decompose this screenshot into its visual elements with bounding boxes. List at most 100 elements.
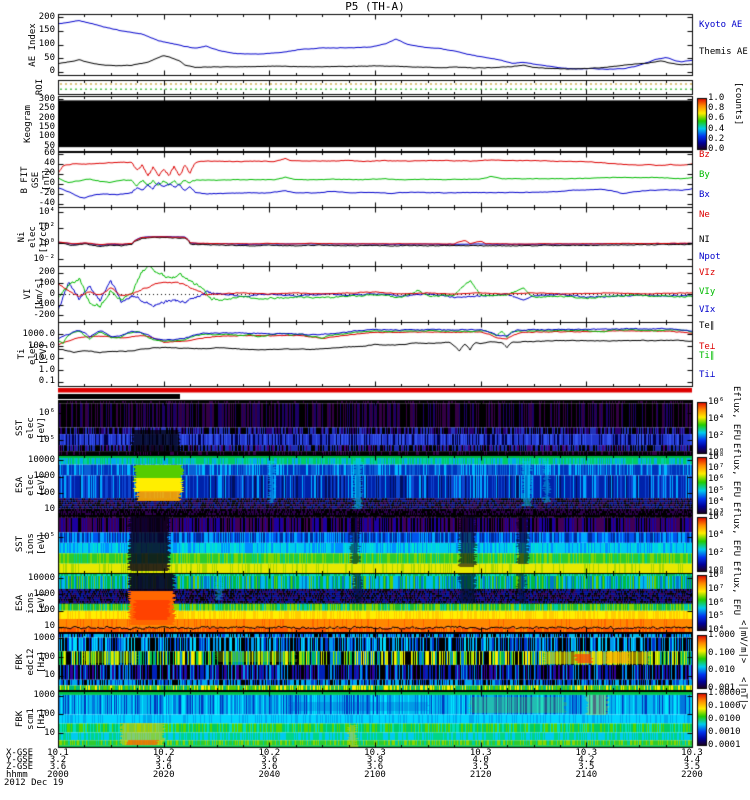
- x-tick-label-z_gse: 3.5: [472, 762, 489, 772]
- legend-ni: Npot: [699, 252, 721, 262]
- ytick-bfit: 0: [49, 178, 55, 189]
- ytick-temp: 1000.0: [22, 328, 55, 339]
- legend-temp: Te∥: [699, 321, 715, 331]
- colorbar-unit-sst_e: Eflux, EFU: [731, 385, 741, 440]
- x-tick-label-z_gse: 3.6: [49, 762, 67, 772]
- x-tick-label-y_gse: 3.4: [155, 755, 172, 765]
- colorbar-tick-esa_e: 10⁶: [708, 474, 725, 485]
- colorbar-tick-sst_e: 10⁶: [708, 397, 725, 407]
- axis-row-label: hhmm: [6, 770, 28, 780]
- ytick-vi: -100: [33, 299, 55, 310]
- axis-row-label: Y-GSE: [6, 755, 34, 765]
- x-tick-label-x_gse: 10.3: [364, 748, 386, 758]
- ytick-vi: 200: [38, 267, 55, 278]
- ytick-ni: 10⁰: [38, 237, 55, 248]
- ytick-ae: 100: [38, 39, 55, 49]
- ytick-esa_i: 10000: [27, 572, 55, 583]
- x-tick-label-z_gse: 3.5: [683, 762, 701, 772]
- colorbar-tick-fbk1: 0.100: [708, 647, 736, 658]
- ytick-ae: 200: [38, 11, 55, 22]
- legend-ni: Ne: [699, 210, 710, 220]
- legend-vi: VIx: [699, 305, 716, 315]
- ytick-esa_i: 1000: [33, 588, 55, 599]
- colorbar-tick-esa_i: 10⁸: [708, 570, 725, 580]
- x-tick-label-y_gse: 3.8: [366, 755, 384, 765]
- colorbar-tick-keogram: 0.6: [708, 113, 725, 124]
- x-tick-label-hhmm: 2140: [575, 770, 598, 780]
- ytick-ni: 10⁻²: [33, 253, 55, 264]
- ytick-esa_i: 10: [44, 621, 55, 632]
- colorbar-tick-esa_i: 10⁴: [708, 625, 725, 635]
- colorbar-unit-fbk1: <|mV/m|>: [738, 619, 748, 663]
- ytick-keogram: 100: [38, 131, 55, 142]
- x-tick-label-hhmm: 2200: [681, 770, 703, 780]
- legend-temp: Ti⊥: [699, 370, 716, 380]
- colorbar-tick-esa_e: 10⁸: [708, 452, 725, 462]
- colorbar-unit-sst_i: Eflux, EFU: [731, 502, 741, 557]
- legend-temp: Ti∥: [699, 351, 715, 361]
- colorbar-tick-fbk2: 0.1000: [708, 701, 741, 711]
- colorbar-tick-sst_e: 10²: [708, 431, 725, 441]
- ytick-sst_e: 10⁵: [38, 434, 55, 445]
- x-tick-label-hhmm: 2040: [258, 770, 281, 780]
- x-tick-label-x_gse: 10.3: [681, 748, 703, 758]
- colorbar-tick-esa_i: 10⁶: [708, 597, 725, 608]
- x-tick-label-x_gse: 10.2: [152, 748, 175, 758]
- ytick-bfit: -40: [38, 198, 55, 209]
- ytick-bfit: -20: [38, 188, 55, 199]
- colorbar-tick-keogram: 0.8: [708, 103, 725, 114]
- ytick-bfit: 40: [44, 158, 55, 169]
- ytick-fbk1: 10: [44, 670, 55, 681]
- colorbar-tick-esa_e: 10³: [708, 508, 725, 518]
- legend-vi: VIy: [699, 287, 716, 297]
- ytick-sst_i: 10⁵: [38, 531, 55, 542]
- colorbar-tick-esa_i: 10⁵: [708, 611, 725, 622]
- ytick-temp: 0.1: [38, 376, 55, 387]
- legend-vi: VIz: [699, 268, 716, 278]
- ytick-esa_e: 100: [38, 487, 55, 498]
- colorbar-tick-esa_e: 10⁵: [708, 485, 725, 496]
- axis-row-label: X-GSE: [6, 748, 34, 758]
- legend-ae: Kyoto AE: [699, 20, 743, 30]
- ytick-ae: 50: [44, 52, 55, 63]
- date-label: 2012 Dec 19: [4, 778, 64, 788]
- x-tick-label-y_gse: 3.2: [49, 755, 67, 765]
- ytick-fbk1: 100: [38, 651, 55, 662]
- ytick-ae: 150: [38, 25, 55, 36]
- colorbar-tick-keogram: 0.2: [708, 133, 725, 144]
- x-tick-label-z_gse: 3.6: [366, 762, 384, 772]
- ytick-esa_i: 100: [38, 605, 55, 616]
- colorbar-tick-fbk2: 0.0010: [708, 727, 741, 737]
- x-tick-label-hhmm: 2120: [469, 770, 492, 780]
- x-tick-label-hhmm: 2100: [364, 770, 386, 780]
- colorbar-tick-keogram: 0.0: [708, 144, 725, 154]
- ytick-keogram: 250: [38, 103, 55, 114]
- x-tick-label-y_gse: 4.2: [578, 755, 595, 765]
- legend-bfit: By: [699, 170, 710, 180]
- x-tick-label-x_gse: 10.3: [575, 748, 598, 758]
- ytick-esa_e: 10000: [27, 454, 55, 465]
- colorbar-tick-fbk1: 0.010: [708, 665, 736, 676]
- x-tick-label-hhmm: 2000: [47, 770, 69, 780]
- colorbar-tick-sst_e: 10⁴: [708, 414, 725, 424]
- ytick-keogram: 200: [38, 112, 55, 123]
- colorbar-tick-keogram: 0.4: [708, 123, 725, 134]
- ytick-ni: 10²: [38, 222, 55, 233]
- colorbar-tick-sst_i: 10²: [708, 548, 725, 558]
- ytick-keogram: 50: [44, 140, 55, 151]
- x-tick-label-y_gse: 3.6: [261, 755, 278, 765]
- ytick-esa_e: 1000: [33, 471, 55, 482]
- colorbar-tick-sst_i: 10⁴: [708, 530, 725, 540]
- ytick-fbk1: 1000: [33, 632, 55, 643]
- x-tick-label-z_gse: 3.5: [578, 762, 595, 772]
- x-tick-label-hhmm: 2020: [152, 770, 175, 780]
- colorbar-tick-fbk2: 0.0001: [708, 740, 741, 750]
- legend-ni: NI: [699, 235, 710, 245]
- x-tick-label-x_gse: 10.3: [469, 748, 492, 758]
- ytick-vi: 0: [49, 288, 55, 299]
- ytick-ni: 10⁴: [38, 206, 55, 217]
- colorbar-tick-sst_i: 10⁶: [708, 512, 725, 522]
- ytick-vi: 100: [38, 277, 55, 288]
- ytick-temp: 10.0: [33, 352, 55, 363]
